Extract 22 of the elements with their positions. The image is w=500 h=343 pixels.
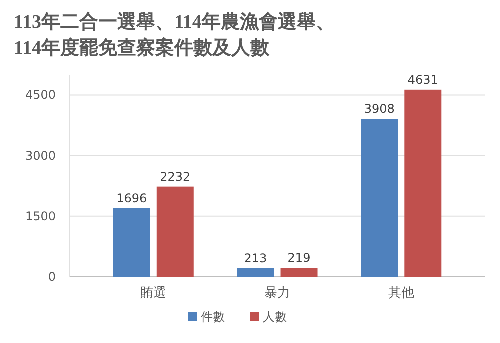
legend-label: 人數 [263,310,287,324]
y-tick-label: 0 [48,270,56,284]
bar [361,119,398,277]
data-label: 219 [288,251,311,266]
bar [280,268,318,277]
bar [237,268,274,277]
x-tick-label: 賄選 [140,286,167,301]
bar [156,186,194,277]
bar [113,208,150,277]
data-label: 4631 [408,72,438,87]
bar [404,90,442,277]
x-tick-label: 暴力 [264,286,290,301]
y-tick-label: 4500 [25,88,56,102]
chart-title: 113年二合一選舉、114年農漁會選舉、 114年度罷免查察案件數及人數 [14,11,335,59]
data-label: 2232 [160,170,191,184]
x-tick-label: 其他 [388,286,414,301]
legend-label: 件數 [201,310,225,324]
y-tick-label: 1500 [25,209,56,224]
data-label: 3908 [364,102,395,116]
data-label: 1696 [116,191,148,206]
y-tick-label: 3000 [25,148,56,163]
data-label: 213 [244,251,268,266]
